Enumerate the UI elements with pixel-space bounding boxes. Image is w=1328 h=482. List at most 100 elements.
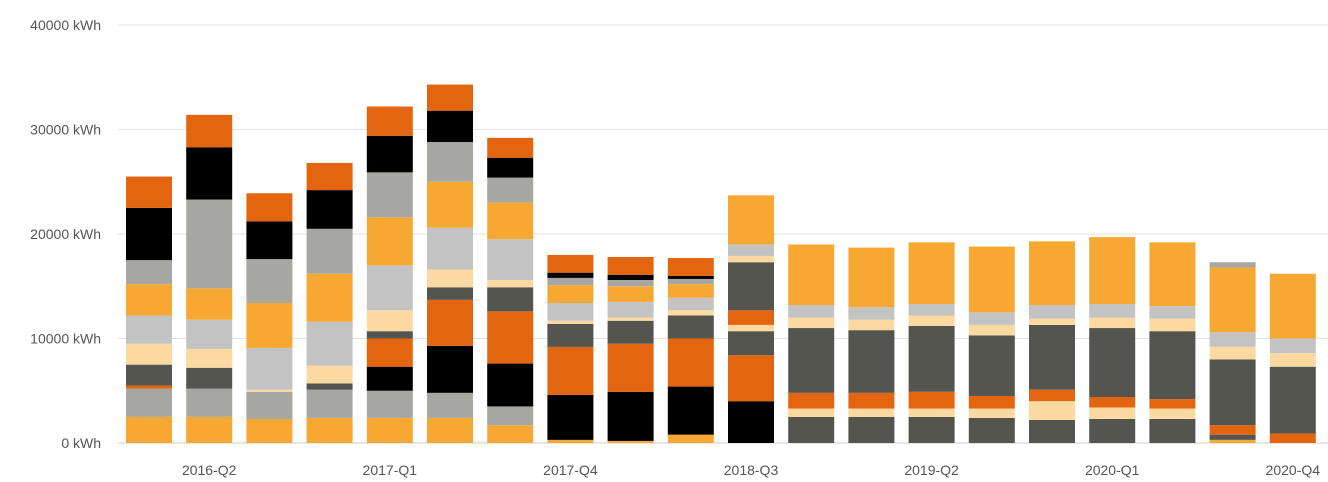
bar-segment (427, 142, 473, 182)
bar-2019-Q3 (968, 246, 1015, 443)
bar-segment (908, 242, 955, 305)
bar-segment (366, 265, 413, 311)
bar-segment (126, 343, 172, 365)
bar-segment (547, 254, 594, 273)
bar-segment (1089, 397, 1136, 408)
bar-segment (667, 258, 714, 276)
bar-segment (1149, 306, 1196, 319)
bar-segment (908, 416, 955, 443)
y-tick-label: 10000 kWh (30, 331, 101, 347)
bar-segment (186, 348, 233, 368)
bar-2017-Q1 (366, 106, 413, 443)
bar-segment (427, 392, 473, 418)
bar-segment (1269, 353, 1316, 367)
bar-segment (487, 202, 534, 240)
bar-segment (487, 363, 534, 407)
bar-segment (968, 335, 1015, 396)
bar-2018-Q3 (728, 195, 774, 443)
bar-segment (427, 417, 473, 443)
bar-segment (487, 406, 534, 426)
bar-segment (427, 299, 473, 346)
bar-segment (1029, 401, 1075, 421)
bar-segment (126, 416, 172, 443)
gridlines (118, 24, 1328, 444)
bar-2017-Q4 (547, 254, 594, 443)
bar-segment (607, 286, 654, 302)
bar-segment (366, 338, 413, 367)
bar-segment (1209, 267, 1256, 333)
bar-segment (667, 278, 714, 285)
bar-segment (1269, 433, 1316, 443)
bar-segment (186, 367, 233, 389)
bar-segment (968, 395, 1015, 409)
bar-segment (186, 199, 233, 289)
bar-segment (427, 269, 473, 288)
bar-segment (306, 228, 353, 274)
bar-2020-Q3 (1209, 262, 1256, 443)
bar-segment (1029, 324, 1075, 390)
bar-segment (487, 425, 534, 443)
bar-segment (1029, 305, 1075, 319)
bar-segment (788, 317, 835, 329)
bar-segment (427, 345, 473, 393)
bar-2018-Q4 (788, 244, 835, 443)
bar-segment (667, 386, 714, 435)
bar-segment (968, 312, 1015, 325)
bar-segment (366, 417, 413, 443)
bar-segment (667, 284, 714, 298)
bar-segment (1149, 318, 1196, 332)
bar-segment (1149, 331, 1196, 400)
bar-segment (246, 391, 293, 419)
x-tick-label: 2017-Q4 (543, 462, 598, 478)
bar-segment (968, 408, 1015, 418)
bar-segment (908, 315, 955, 326)
bar-segment (306, 162, 353, 191)
bar-segment (908, 408, 955, 417)
bar-segment (728, 310, 774, 325)
x-tick-label: 2018-Q3 (724, 462, 779, 478)
bar-segment (246, 418, 293, 443)
bar-segment (186, 288, 233, 320)
bar-segment (607, 440, 654, 443)
bar-segment (908, 325, 955, 392)
bar-segment (306, 365, 353, 384)
bar-2018-Q2 (667, 258, 714, 443)
bar-segment (427, 287, 473, 300)
bar-segment (126, 388, 172, 417)
bar-segment (1209, 359, 1256, 426)
bar-segment (427, 227, 473, 270)
bar-segment (487, 287, 534, 312)
bar-segment (246, 193, 293, 222)
bar-segment (1089, 328, 1136, 398)
bar-segment (728, 355, 774, 402)
bar-segment (607, 320, 654, 344)
bar-segment (607, 274, 654, 280)
bar-segment (306, 417, 353, 443)
bar-segment (547, 439, 594, 443)
bar-2016-Q4 (306, 162, 353, 443)
bar-segment (126, 364, 172, 386)
bar-segment (848, 416, 895, 443)
bar-segment (126, 260, 172, 285)
y-tick-label: 20000 kWh (30, 226, 101, 242)
bar-segment (1209, 425, 1256, 435)
bar-segment (487, 177, 534, 203)
bar-segment (487, 279, 534, 288)
bar-segment (607, 343, 654, 392)
bars (126, 84, 1316, 443)
bar-segment (788, 408, 835, 417)
bar-2020-Q1 (1089, 237, 1136, 443)
bar-segment (547, 394, 594, 440)
bar-segment (1029, 389, 1075, 402)
bar-segment (366, 172, 413, 218)
bar-segment (848, 247, 895, 308)
bar-segment (1029, 241, 1075, 306)
y-tick-label: 0 kWh (61, 435, 101, 451)
bar-segment (306, 273, 353, 322)
bar-segment (186, 388, 233, 417)
x-tick-label: 2020-Q1 (1085, 462, 1140, 478)
bar-segment (607, 279, 654, 287)
bar-segment (1149, 242, 1196, 307)
bar-segment (487, 311, 534, 364)
bar-2020-Q4 (1269, 273, 1316, 443)
